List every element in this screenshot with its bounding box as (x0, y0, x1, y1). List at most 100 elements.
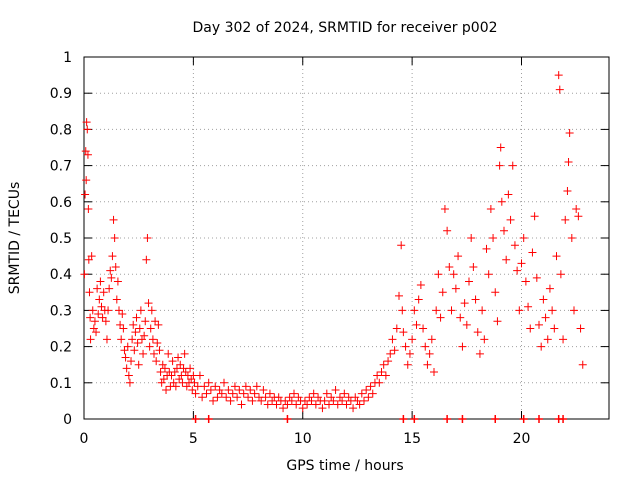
data-point (150, 349, 158, 358)
data-point (331, 386, 340, 395)
data-point (98, 313, 107, 322)
data-point (379, 360, 388, 369)
data-point (572, 205, 581, 214)
data-point (239, 389, 248, 398)
data-point (222, 393, 231, 402)
data-point (325, 400, 333, 409)
data-point (528, 248, 537, 257)
data-point (287, 396, 296, 405)
data-point (552, 252, 561, 261)
data-point (159, 375, 168, 384)
data-point (360, 396, 368, 405)
data-point (146, 324, 155, 333)
data-point (467, 234, 476, 242)
data-point (123, 342, 132, 351)
y-tick-label: 0.4 (50, 267, 72, 283)
data-point (502, 255, 511, 264)
data-point (423, 360, 432, 369)
data-point (504, 190, 513, 199)
data-point (338, 396, 347, 405)
data-point (188, 386, 197, 395)
data-point (252, 382, 261, 391)
data-point (322, 389, 331, 398)
data-point (135, 324, 144, 333)
data-point (224, 386, 233, 395)
data-point (279, 404, 288, 413)
data-point (530, 212, 539, 221)
y-axis-label: SRMTID / TECUs (7, 182, 23, 295)
data-point (211, 382, 220, 391)
data-point (104, 306, 113, 315)
data-point (496, 143, 505, 152)
data-point (510, 241, 519, 250)
data-point (119, 324, 128, 333)
data-point (576, 324, 585, 333)
data-point (117, 335, 126, 344)
data-point (263, 400, 272, 409)
data-point (554, 71, 563, 80)
data-point (454, 252, 463, 261)
data-point (556, 270, 565, 279)
data-point (162, 386, 171, 395)
data-point (167, 371, 176, 380)
data-point (517, 259, 526, 268)
data-point (521, 277, 530, 286)
data-point (93, 284, 102, 293)
data-point (121, 353, 130, 362)
data-point (567, 234, 576, 242)
data-point (112, 295, 121, 304)
data-point (106, 266, 115, 275)
data-point (460, 299, 469, 308)
data-point (130, 346, 139, 355)
data-point (351, 393, 360, 402)
data-point (500, 226, 508, 235)
data-point (440, 205, 449, 214)
data-point (268, 396, 277, 405)
data-point (398, 306, 407, 315)
data-point (539, 295, 548, 304)
data-point (537, 342, 546, 351)
data-point (305, 393, 314, 402)
data-points (80, 71, 587, 423)
data-point (195, 371, 204, 380)
data-point (89, 324, 98, 333)
data-point (235, 386, 244, 395)
data-point (451, 284, 460, 293)
data-point (508, 161, 517, 170)
data-point (233, 393, 242, 402)
data-point (204, 378, 213, 387)
data-point (116, 320, 125, 329)
data-point (272, 400, 281, 409)
data-point (158, 360, 167, 369)
data-point (384, 357, 393, 366)
data-point (434, 270, 443, 279)
data-point (298, 404, 307, 413)
data-point (164, 349, 173, 358)
data-point (427, 335, 436, 344)
data-point (564, 157, 573, 166)
y-tick-label: 1 (63, 50, 72, 66)
data-point (401, 342, 410, 351)
data-point (447, 306, 456, 315)
data-point (198, 393, 207, 402)
data-point (550, 324, 559, 333)
data-point (246, 386, 255, 395)
data-point (491, 288, 500, 297)
x-tick-label: 20 (513, 431, 531, 447)
data-point (473, 328, 482, 337)
data-point (209, 396, 218, 405)
data-point (414, 295, 423, 304)
data-point (190, 378, 199, 387)
y-tick-label: 0.7 (50, 159, 72, 175)
data-point (153, 338, 162, 347)
data-point (122, 364, 131, 373)
data-point (419, 324, 428, 333)
data-point (545, 284, 554, 293)
x-tick-label: 5 (189, 431, 198, 447)
data-point (144, 299, 153, 308)
data-point-zero (535, 415, 543, 423)
data-point (327, 393, 336, 402)
data-point (132, 313, 141, 322)
data-point (176, 360, 185, 369)
data-point (101, 317, 110, 326)
